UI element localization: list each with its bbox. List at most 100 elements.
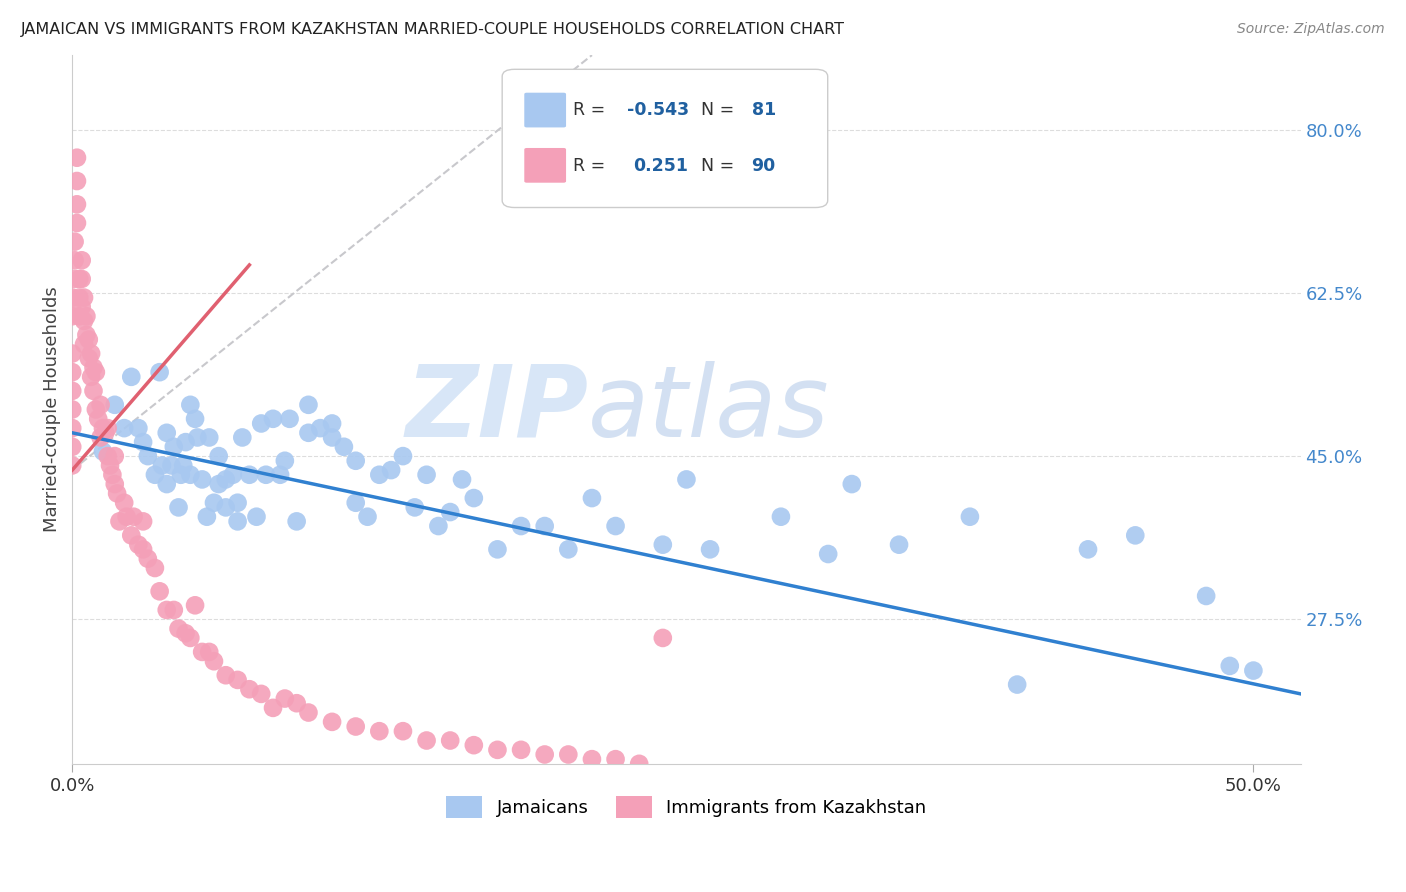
Point	[170, 467, 193, 482]
Text: Source: ZipAtlas.com: Source: ZipAtlas.com	[1237, 22, 1385, 37]
Point	[392, 449, 415, 463]
Point	[344, 454, 367, 468]
Point	[226, 515, 249, 529]
Point	[179, 398, 201, 412]
Point	[651, 538, 673, 552]
Point	[274, 691, 297, 706]
Point	[136, 551, 159, 566]
Point	[1219, 659, 1241, 673]
Point	[1195, 589, 1218, 603]
Text: ZIP: ZIP	[405, 361, 588, 458]
Point	[70, 300, 93, 314]
Point	[841, 477, 863, 491]
Point	[321, 417, 343, 431]
Point	[60, 421, 83, 435]
Point	[90, 398, 112, 412]
Y-axis label: Married-couple Households: Married-couple Households	[44, 286, 60, 533]
Point	[605, 752, 627, 766]
Point	[184, 599, 207, 613]
Point	[77, 351, 100, 366]
Point	[66, 151, 89, 165]
Point	[60, 402, 83, 417]
Point	[80, 369, 103, 384]
Point	[215, 500, 238, 515]
Point	[101, 467, 124, 482]
Text: JAMAICAN VS IMMIGRANTS FROM KAZAKHSTAN MARRIED-COUPLE HOUSEHOLDS CORRELATION CHA: JAMAICAN VS IMMIGRANTS FROM KAZAKHSTAN M…	[21, 22, 845, 37]
Point	[415, 467, 437, 482]
Point	[122, 509, 145, 524]
Point	[67, 310, 90, 324]
Point	[226, 496, 249, 510]
Point	[120, 369, 142, 384]
Point	[179, 631, 201, 645]
Point	[262, 412, 284, 426]
Point	[104, 449, 127, 463]
Text: 0.251: 0.251	[634, 157, 689, 176]
Point	[486, 743, 509, 757]
Point	[156, 425, 179, 440]
Point	[238, 467, 260, 482]
Point	[73, 337, 96, 351]
Point	[60, 440, 83, 454]
Point	[333, 440, 356, 454]
Text: 81: 81	[752, 101, 776, 119]
Point	[1005, 677, 1028, 691]
Point	[104, 477, 127, 491]
Legend: Jamaicans, Immigrants from Kazakhstan: Jamaicans, Immigrants from Kazakhstan	[439, 789, 934, 826]
Point	[817, 547, 839, 561]
Point	[63, 272, 86, 286]
Point	[368, 724, 391, 739]
Point	[463, 491, 485, 505]
Point	[98, 458, 121, 473]
Point	[191, 645, 214, 659]
Point	[174, 626, 197, 640]
Point	[404, 500, 426, 515]
Point	[179, 467, 201, 482]
Text: R =: R =	[574, 101, 612, 119]
Point	[77, 333, 100, 347]
Point	[628, 756, 651, 771]
Point	[208, 477, 231, 491]
Point	[274, 454, 297, 468]
Point	[557, 542, 579, 557]
Point	[191, 472, 214, 486]
Point	[769, 509, 792, 524]
Point	[427, 519, 450, 533]
FancyBboxPatch shape	[524, 148, 567, 183]
Point	[959, 509, 981, 524]
Point	[202, 654, 225, 668]
Point	[297, 706, 319, 720]
Text: N =: N =	[702, 101, 740, 119]
Point	[651, 631, 673, 645]
Text: atlas: atlas	[588, 361, 830, 458]
Point	[108, 515, 131, 529]
Point	[73, 314, 96, 328]
Point	[70, 272, 93, 286]
Point	[70, 253, 93, 268]
Point	[321, 714, 343, 729]
Point	[60, 365, 83, 379]
Point	[105, 486, 128, 500]
Point	[297, 425, 319, 440]
Point	[309, 421, 332, 435]
Point	[67, 291, 90, 305]
Point	[344, 496, 367, 510]
Point	[321, 430, 343, 444]
Point	[156, 477, 179, 491]
Point	[887, 538, 910, 552]
Point	[451, 472, 474, 486]
Point	[1241, 664, 1264, 678]
Point	[156, 603, 179, 617]
Point	[73, 291, 96, 305]
Point	[160, 458, 183, 473]
Point	[1077, 542, 1099, 557]
Point	[297, 398, 319, 412]
Point	[250, 417, 273, 431]
Point	[238, 682, 260, 697]
Point	[127, 421, 149, 435]
Point	[557, 747, 579, 762]
Point	[285, 696, 308, 710]
Point	[195, 509, 218, 524]
Point	[510, 743, 533, 757]
Point	[392, 724, 415, 739]
